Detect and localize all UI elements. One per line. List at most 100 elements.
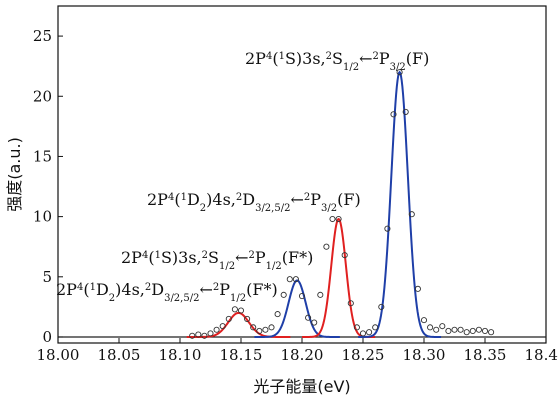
data-point [189,332,196,339]
annotation-fragment: 4 [142,250,148,261]
data-point [475,326,482,333]
data-point [469,327,476,335]
annotation-fragment: ( [83,280,89,299]
annotation-fragment: 2 [372,51,378,62]
annotation-fragment: P [219,280,230,299]
data-point [292,276,299,283]
data-point [213,326,220,333]
y-tick-label: 0 [42,328,52,346]
annotation-fragment: 1 [155,250,161,261]
annotation-fragment: 2P [56,280,77,299]
annotation-fragment: P [379,49,390,68]
annotation-fragment: 2 [200,203,206,214]
data-point [311,319,318,326]
data-point [280,291,287,298]
annotation-fragment: 2 [326,51,332,62]
x-tick-label: 18.05 [98,346,141,364]
annotation-fragment: )4s, [115,280,145,299]
data-point [274,311,281,318]
data-point [341,252,348,259]
x-tick-label: 18.15 [220,346,263,364]
annotation-fragment: 2 [202,250,208,261]
axes: 18.00 18.05 18.10 18.15 18.20 18.25 18.30 18.35… [33,27,558,364]
data-point [329,215,336,223]
data-point [488,329,495,336]
data-point [378,303,385,310]
data-point [366,329,373,336]
y-tick-label: 5 [42,268,52,286]
data-point [237,307,245,314]
x-tick-label: 18.10 [159,346,202,364]
annotation-fragment: 2 [213,282,219,293]
annotation-fragment: 2 [248,250,254,261]
annotation-fragment: S [208,248,219,267]
annotation-fragment: 2P [121,248,142,267]
annotation-fragment: (F) [406,49,430,68]
data-point [463,329,470,336]
data-point [335,215,342,223]
data-points [189,69,495,339]
peak-annotation-4: 2P4(1D2)4s,2D3/2,5/2←2P1/2(F*) [56,280,278,304]
data-point [323,243,330,250]
data-point [231,306,238,313]
y-tick-label: 10 [33,208,52,226]
data-point [195,331,202,338]
annotation-fragment: 3/2,5/2 [255,203,290,214]
annotation-fragment: ← [290,190,303,209]
data-point [298,293,306,300]
fit-curve-1 [186,311,291,338]
annotation-fragment: P [255,248,266,267]
data-point [353,324,360,331]
fit-curve-3 [302,217,376,338]
annotation-fragment: 1/2 [343,62,359,73]
annotation-fragment: ( [174,190,180,209]
annotation-fragment: 4 [266,51,272,62]
annotation-fragment: 1/2 [230,293,246,304]
data-point [427,324,434,331]
annotation-fragment: )4s, [206,190,236,209]
annotation-fragment: ← [199,280,212,299]
data-point [347,300,354,307]
data-point [390,111,397,118]
data-point [396,69,403,76]
annotation-fragment: 3/2 [390,62,406,73]
x-tick-label: 18.30 [403,346,446,364]
annotation-fragment: (F*) [282,248,314,267]
peak-annotation-3: 2P4(1S)3s,2S1/2←2P1/2(F*) [121,248,313,272]
annotation-fragment: 4 [168,192,174,203]
annotation-fragment: 2 [236,192,242,203]
annotation-fragment: 3/2,5/2 [164,293,199,304]
x-tick-label: 18.35 [464,346,507,364]
annotation-fragment: 2 [109,293,115,304]
annotation-fragment: D [96,280,109,299]
data-point [414,285,421,292]
y-tick-label: 20 [33,87,52,105]
annotation-fragment: 2 [145,282,151,293]
annotation-fragment: 1 [90,282,96,293]
data-point [262,326,269,333]
data-point [268,324,275,331]
peak-annotation-2: 2P4(1D2)4s,2D3/2,5/2←2P3/2(F) [147,190,361,214]
annotation-fragment: D [151,280,164,299]
data-point [207,330,214,337]
annotation-fragment: ( [272,49,278,68]
fit-curves [186,70,442,338]
annotation-fragment: (F*) [246,280,278,299]
x-tick-label: 18.40 [525,346,558,364]
data-point [384,225,391,232]
peak-annotations: 2P4(1S)3s,2S1/2←2P3/2(F)2P4(1D2)4s,2D3/2… [56,49,429,304]
y-axis-label: 强度(a.u.) [5,137,24,212]
x-tick-label: 18.20 [281,346,324,364]
data-point [445,327,452,335]
x-tick-label: 18.25 [342,346,385,364]
fit-curve-2 [254,279,340,338]
data-point [481,327,489,335]
data-point [317,291,324,298]
x-tick-label: 18.00 [37,346,80,364]
data-point [244,315,251,322]
annotation-fragment: 2P [147,190,168,209]
annotation-fragment: S [332,49,343,68]
data-point [457,326,464,333]
annotation-fragment: D [187,190,200,209]
annotation-fragment: 1 [181,192,187,203]
